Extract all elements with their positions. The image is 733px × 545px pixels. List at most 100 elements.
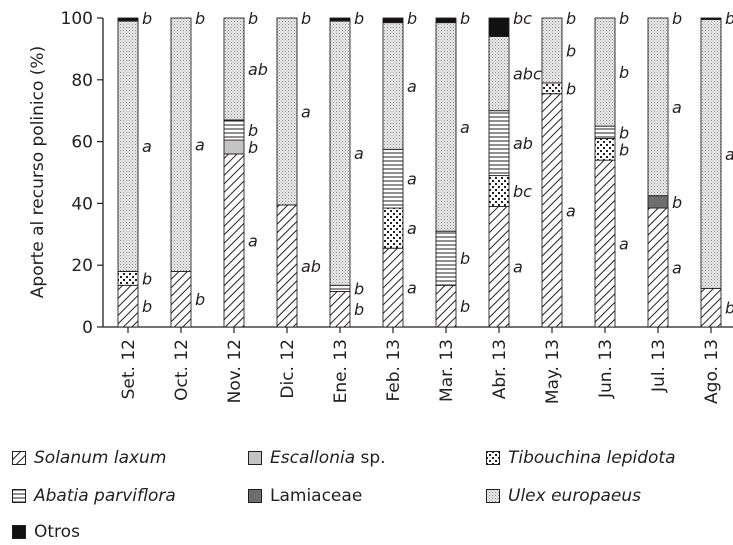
x-tick-label: Nov. 12 [225,339,245,403]
significance-letter: ab [248,60,268,79]
y-tick-label: 100 [61,9,93,29]
significance-letter: a [407,219,417,238]
significance-letter: b [354,279,364,298]
bar-segment [382,17,404,24]
bar-segment [117,284,139,328]
bar-stack [170,17,192,328]
bar-segment [223,17,245,121]
bar-segment [329,284,351,292]
bar-stack [329,17,351,328]
x-tick-label: Abr. 13 [490,339,510,399]
significance-letter: a [566,201,576,220]
bar-segment [541,17,563,84]
legend-item-abatia: Abatia parviflora [12,486,176,506]
significance-letter: b [407,9,417,28]
significance-letter: ab [513,134,533,153]
legend-label-solanum: Solanum laxum [34,448,167,468]
bar-segment [541,82,563,95]
dotted-swatch-icon [486,451,500,465]
bar-stack [541,17,563,328]
legend-label-tibouchina: Tibouchina lepidota [508,448,676,468]
significance-letter: bc [513,182,532,201]
legend-label-abatia: Abatia parviflora [34,486,176,506]
bar-segment [276,204,298,328]
chart-bars [117,17,722,328]
legend-label-ulex: Ulex europaeus [508,486,642,506]
bar-segment [488,36,510,112]
legend-item-ulex: Ulex europaeus [486,486,641,506]
legend-item-escallonia: Escallonia sp. [248,448,386,468]
bar-segment [700,17,722,20]
significance-letter: a [354,144,364,163]
bar-segment [329,291,351,328]
bar-segment [117,20,139,272]
significance-letter: a [407,170,417,189]
legend-item-tibouchina: Tibouchina lepidota [486,448,676,468]
significance-letter: ab [301,257,321,276]
bar-segment [647,207,669,328]
significance-letter: b [460,297,470,316]
significance-letter: bc [513,9,532,28]
x-tick-label: Ago. 13 [702,339,722,404]
y-tick-label: 20 [71,256,93,276]
x-tick-label: Jun. 13 [596,339,616,399]
dark-gray-swatch-icon [248,489,262,503]
bar-segment [435,17,457,24]
significance-letter: b [248,9,258,28]
bar-segment [382,247,404,328]
legend-label-lamiaceae: Lamiaceae [270,486,363,506]
significance-letter: b [248,121,258,140]
stipple-swatch-icon [486,489,500,503]
horizontal-lines-swatch-icon [12,489,26,503]
y-tick-label: 40 [71,194,93,214]
significance-letter: a [672,259,682,278]
bar-segment [700,19,722,289]
significance-letter: b [195,290,205,309]
legend-item-otros: Otros [12,522,80,542]
bar-segment [117,17,139,22]
bar-segment [117,270,139,286]
bar-segment [170,270,192,328]
bar-stack [435,17,457,328]
bar-segment [488,206,510,328]
significance-letter: a [460,118,470,137]
bar-segment [435,22,457,232]
significance-letter: a [725,145,733,164]
bar-segment [647,17,669,197]
bar-segment [647,195,669,209]
bar-segment [329,17,351,22]
chart-significance-letters: bbabbababbabbababbbabaaaabbbababcababcbc… [142,9,733,319]
bar-segment [223,139,245,155]
light-gray-swatch-icon [248,451,262,465]
bar-segment [329,20,351,286]
bar-segment [223,153,245,328]
bar-stack [647,17,669,328]
significance-letter: b [142,297,152,316]
bar-segment [382,22,404,150]
x-tick-label: May. 13 [543,339,563,404]
significance-letter: a [407,77,417,96]
significance-letter: b [619,9,629,28]
x-tick-label: Ene. 13 [331,339,351,403]
legend-label-otros: Otros [34,522,80,542]
y-axis-label: Aporte al recurso polinico (%) [28,46,48,298]
significance-letter: b [725,9,733,28]
significance-letter: b [672,193,682,212]
significance-letter: a [407,279,417,298]
significance-letter: b [354,9,364,28]
x-tick-label: Mar. 13 [437,339,457,402]
bar-segment [223,119,245,141]
significance-letter: a [195,136,205,155]
x-tick-label: Jul. 13 [649,339,669,393]
bar-segment [594,125,616,139]
y-tick-label: 0 [82,318,93,338]
significance-letter: b [248,138,258,157]
significance-letter: a [619,235,629,254]
y-tick-label: 60 [71,133,93,153]
significance-letter: b [301,9,311,28]
bar-segment [594,159,616,328]
significance-letter: b [672,9,682,28]
bar-stack [276,17,298,328]
significance-letter: b [619,63,629,82]
significance-letter: b [566,41,576,60]
